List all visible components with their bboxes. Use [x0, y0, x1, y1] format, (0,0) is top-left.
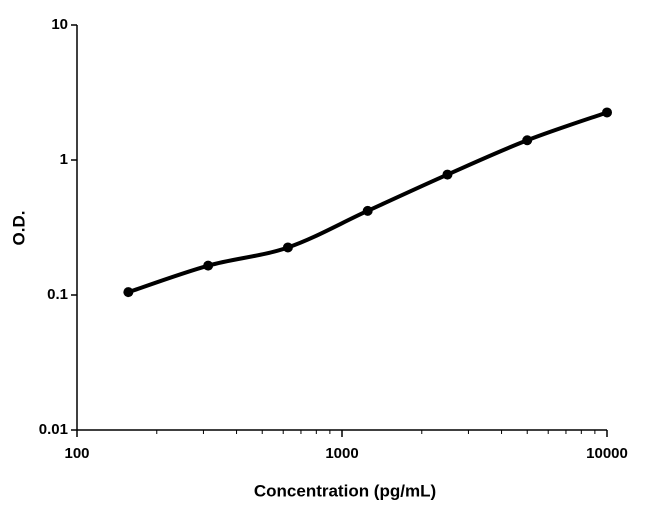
data-point — [123, 287, 134, 298]
data-point — [203, 260, 214, 271]
data-point — [602, 107, 612, 118]
y-axis-label: O.D. — [9, 211, 28, 246]
data-point — [442, 169, 453, 180]
fit-curve — [126, 110, 609, 295]
y-tick-label: 0.1 — [47, 286, 68, 303]
data-point — [362, 205, 373, 216]
data-point — [282, 242, 293, 253]
y-tick-label: 1 — [60, 151, 68, 168]
data-point — [522, 135, 533, 146]
x-tick-label: 100 — [64, 445, 89, 462]
x-tick-label: 10000 — [586, 445, 628, 462]
y-tick-label: 10 — [51, 16, 68, 33]
x-tick-label: 1000 — [325, 445, 358, 462]
x-axis-label: Concentration (pg/mL) — [254, 481, 436, 500]
y-tick-label: 0.01 — [39, 421, 68, 438]
